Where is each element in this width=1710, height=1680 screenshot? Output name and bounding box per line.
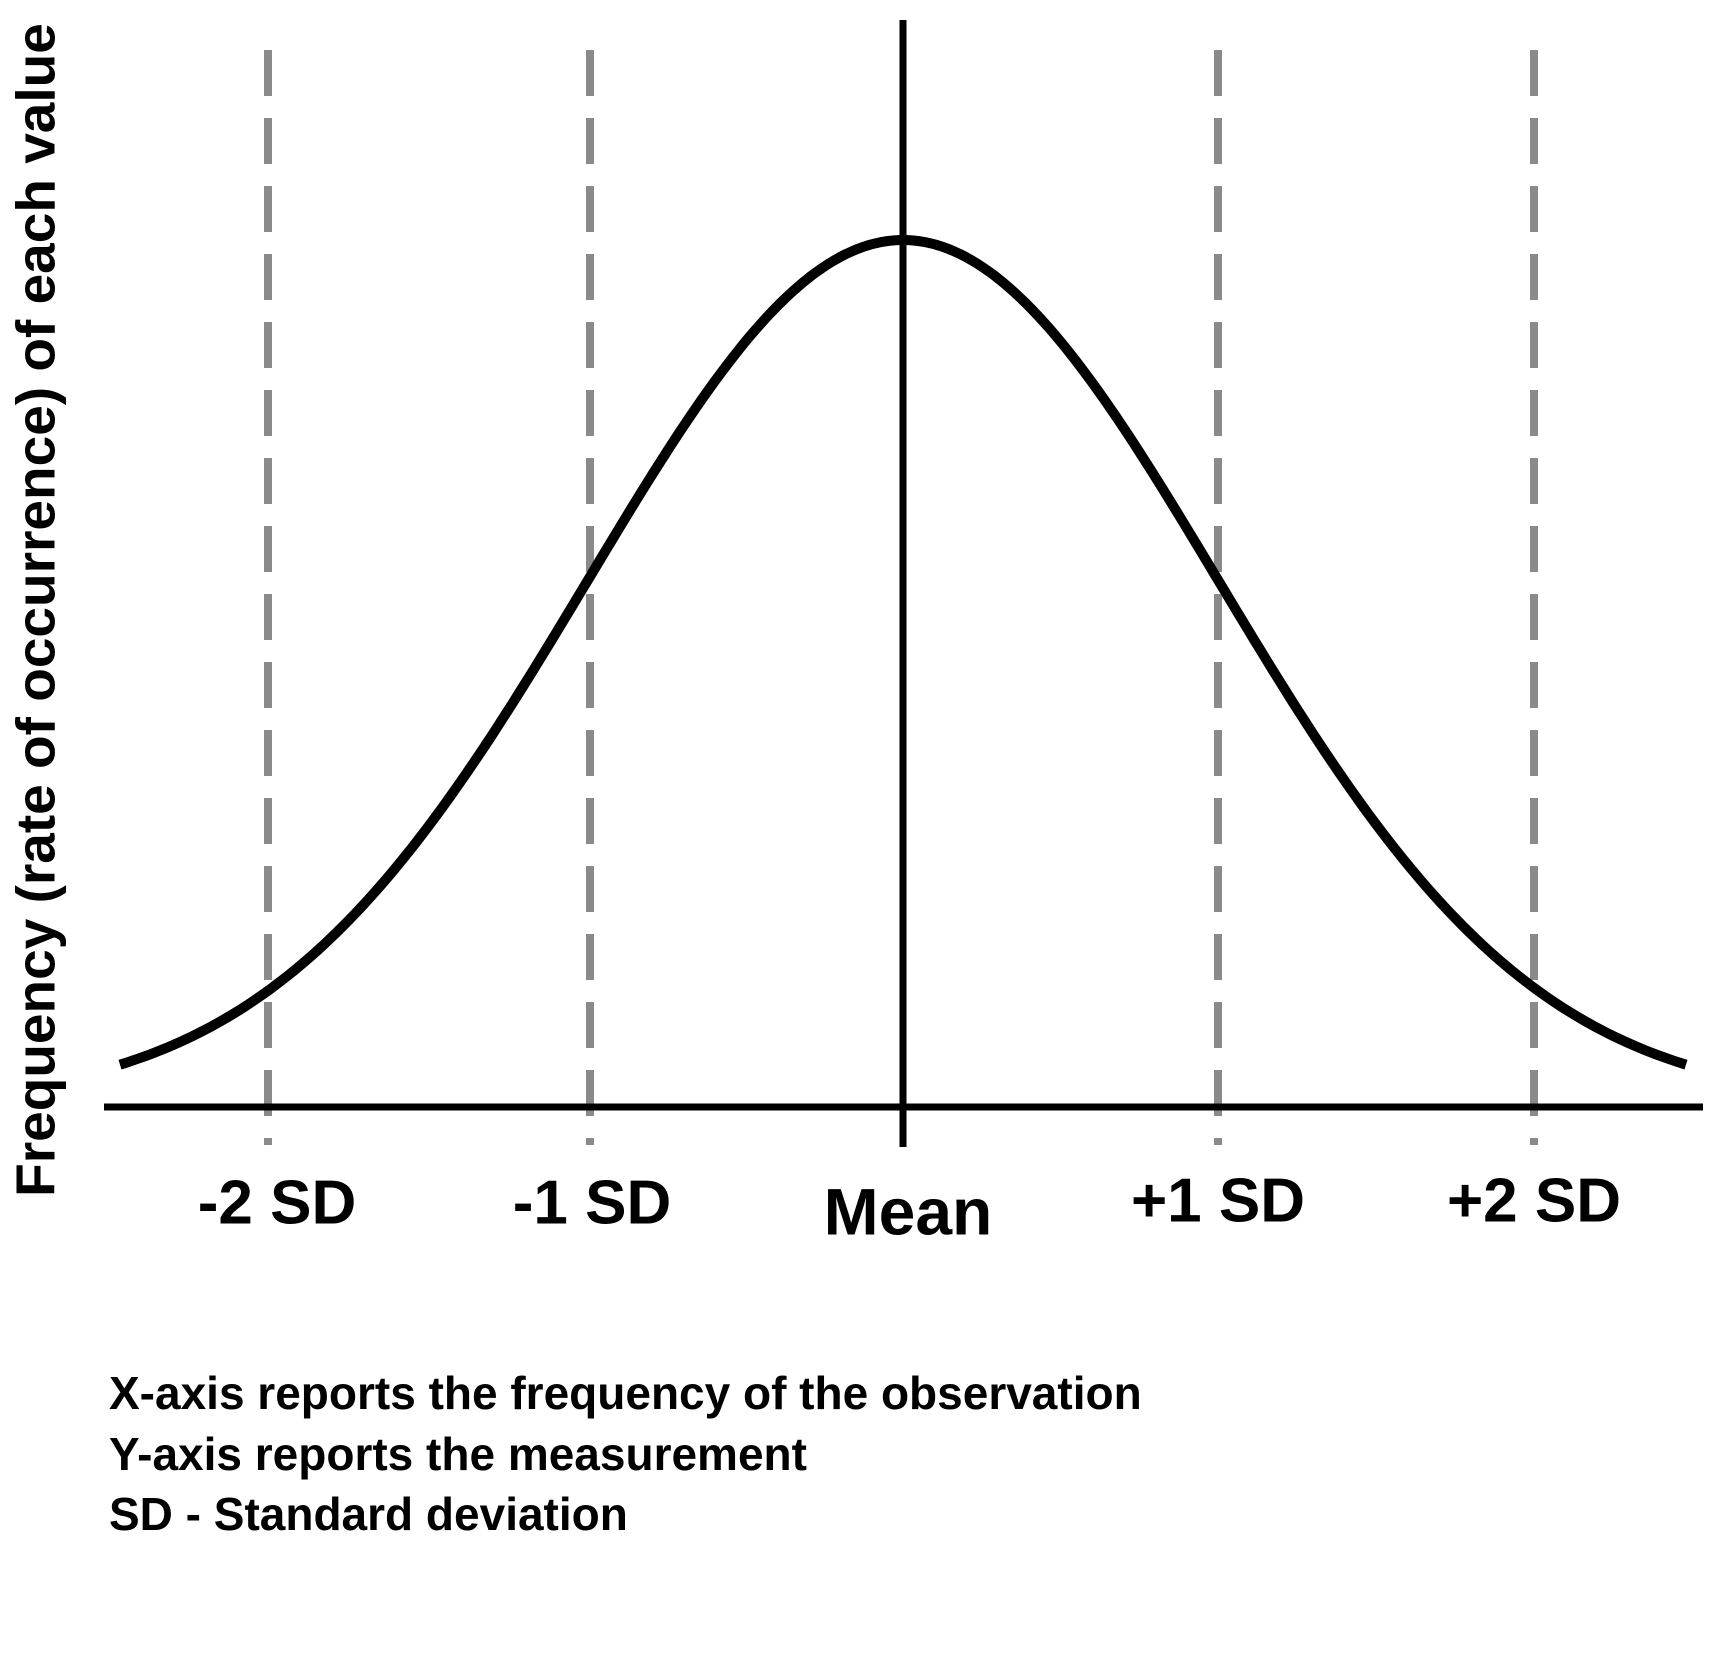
x-label: -1 SD [513,1168,671,1237]
note: Y-axis reports the measurement [109,1428,807,1480]
x-label: Mean [824,1174,993,1248]
note: X-axis reports the frequency of the obse… [109,1367,1142,1419]
x-label: +2 SD [1447,1166,1621,1235]
x-label: -2 SD [198,1168,356,1237]
note: SD - Standard deviation [109,1488,628,1540]
y-axis-label: Frequency (rate of occurrence) of each v… [5,23,67,1197]
x-label: +1 SD [1131,1166,1305,1235]
bell-curve [118,235,1688,1070]
